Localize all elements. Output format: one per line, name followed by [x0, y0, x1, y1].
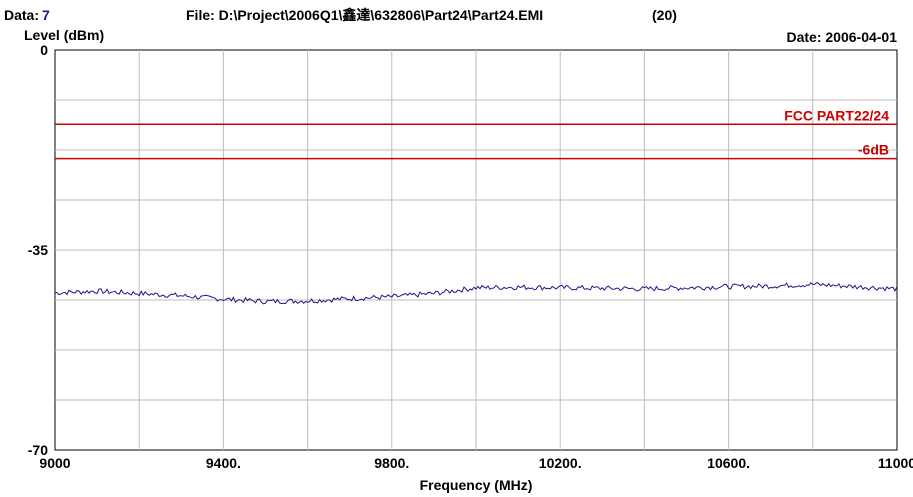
- x-tick-label: 10600.: [707, 455, 750, 471]
- file-path: File: D:\Project\2006Q1\鑫達\632806\Part24…: [186, 7, 543, 23]
- file-count: (20): [652, 7, 677, 23]
- limit-lines: FCC PART22/24 -6dB: [55, 107, 897, 160]
- y-tick-label: -70: [28, 442, 48, 458]
- limit-line-label: FCC PART22/24: [784, 107, 889, 123]
- y-axis-label: Level (dBm): [24, 27, 104, 43]
- limit-line-label: -6dB: [858, 142, 889, 158]
- date-text: Date: 2006-04-01: [786, 29, 897, 45]
- data-label: Data:: [4, 7, 39, 23]
- x-tick-label: 10200.: [539, 455, 582, 471]
- series-group: [54, 281, 898, 305]
- series-line: [54, 281, 898, 305]
- x-tick-label: 9000: [39, 455, 70, 471]
- tick-labels: 9000 9400. 9800. 10200. 10600. 11000 0 -35 -70: [28, 42, 913, 471]
- grid-lines: [55, 50, 897, 450]
- x-tick-label: 9400.: [206, 455, 241, 471]
- x-tick-label: 9800.: [374, 455, 409, 471]
- x-axis-label: Frequency (MHz): [420, 477, 533, 493]
- y-tick-label: 0: [40, 42, 48, 58]
- y-tick-label: -35: [28, 242, 48, 258]
- x-tick-label: 11000: [878, 455, 913, 471]
- data-value: 7: [42, 7, 50, 23]
